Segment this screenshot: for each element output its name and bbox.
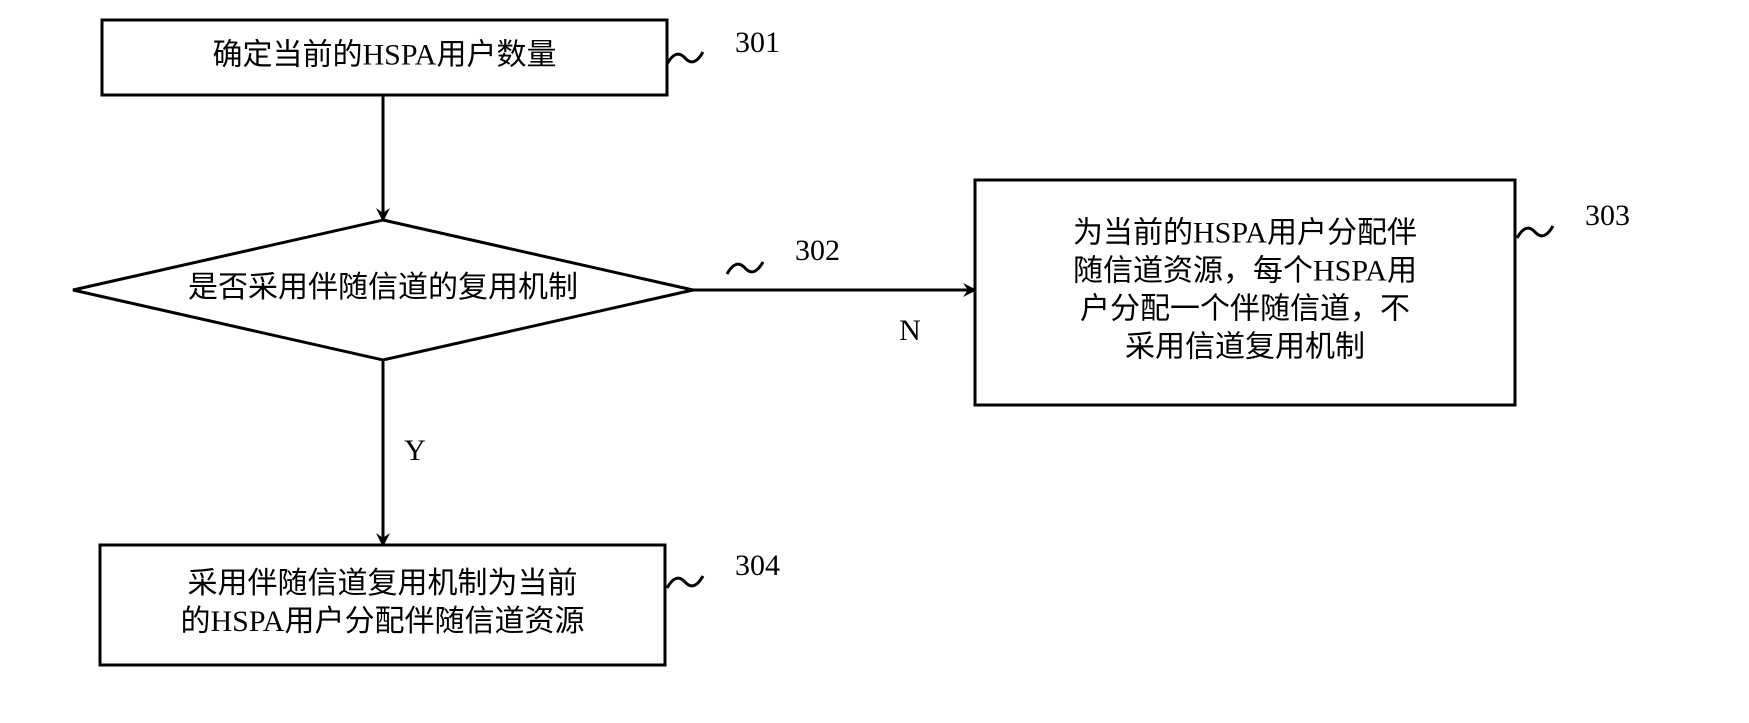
node-n304-ref: 304	[735, 549, 780, 582]
node-n303-text-line: 为当前的HSPA用户分配伴	[1073, 216, 1417, 249]
node-n302-text-line: 是否采用伴随信道的复用机制	[188, 271, 578, 304]
node-n302-text: 是否采用伴随信道的复用机制	[188, 271, 578, 304]
node-n301-ref: 301	[735, 26, 780, 59]
edge-label-e2: N	[899, 314, 921, 347]
edge-label-e3: Y	[404, 434, 426, 467]
reference-tilde	[667, 576, 703, 588]
node-n303-text-line: 随信道资源，每个HSPA用	[1073, 254, 1417, 287]
node-n303-ref: 303	[1585, 199, 1630, 232]
reference-tilde	[1517, 226, 1553, 238]
node-n304-text-line: 的HSPA用户分配伴随信道资源	[181, 605, 585, 638]
node-n303-text-line: 户分配一个伴随信道，不	[1080, 292, 1410, 325]
reference-tilde	[727, 262, 763, 274]
node-n301-text-line: 确定当前的HSPA用户数量	[213, 38, 557, 71]
reference-tilde	[667, 52, 703, 64]
node-n302-ref: 302	[795, 234, 840, 267]
node-n301-text: 确定当前的HSPA用户数量	[213, 38, 557, 71]
node-n303-text-line: 采用信道复用机制	[1125, 330, 1365, 363]
node-n304-text-line: 采用伴随信道复用机制为当前	[188, 567, 578, 600]
